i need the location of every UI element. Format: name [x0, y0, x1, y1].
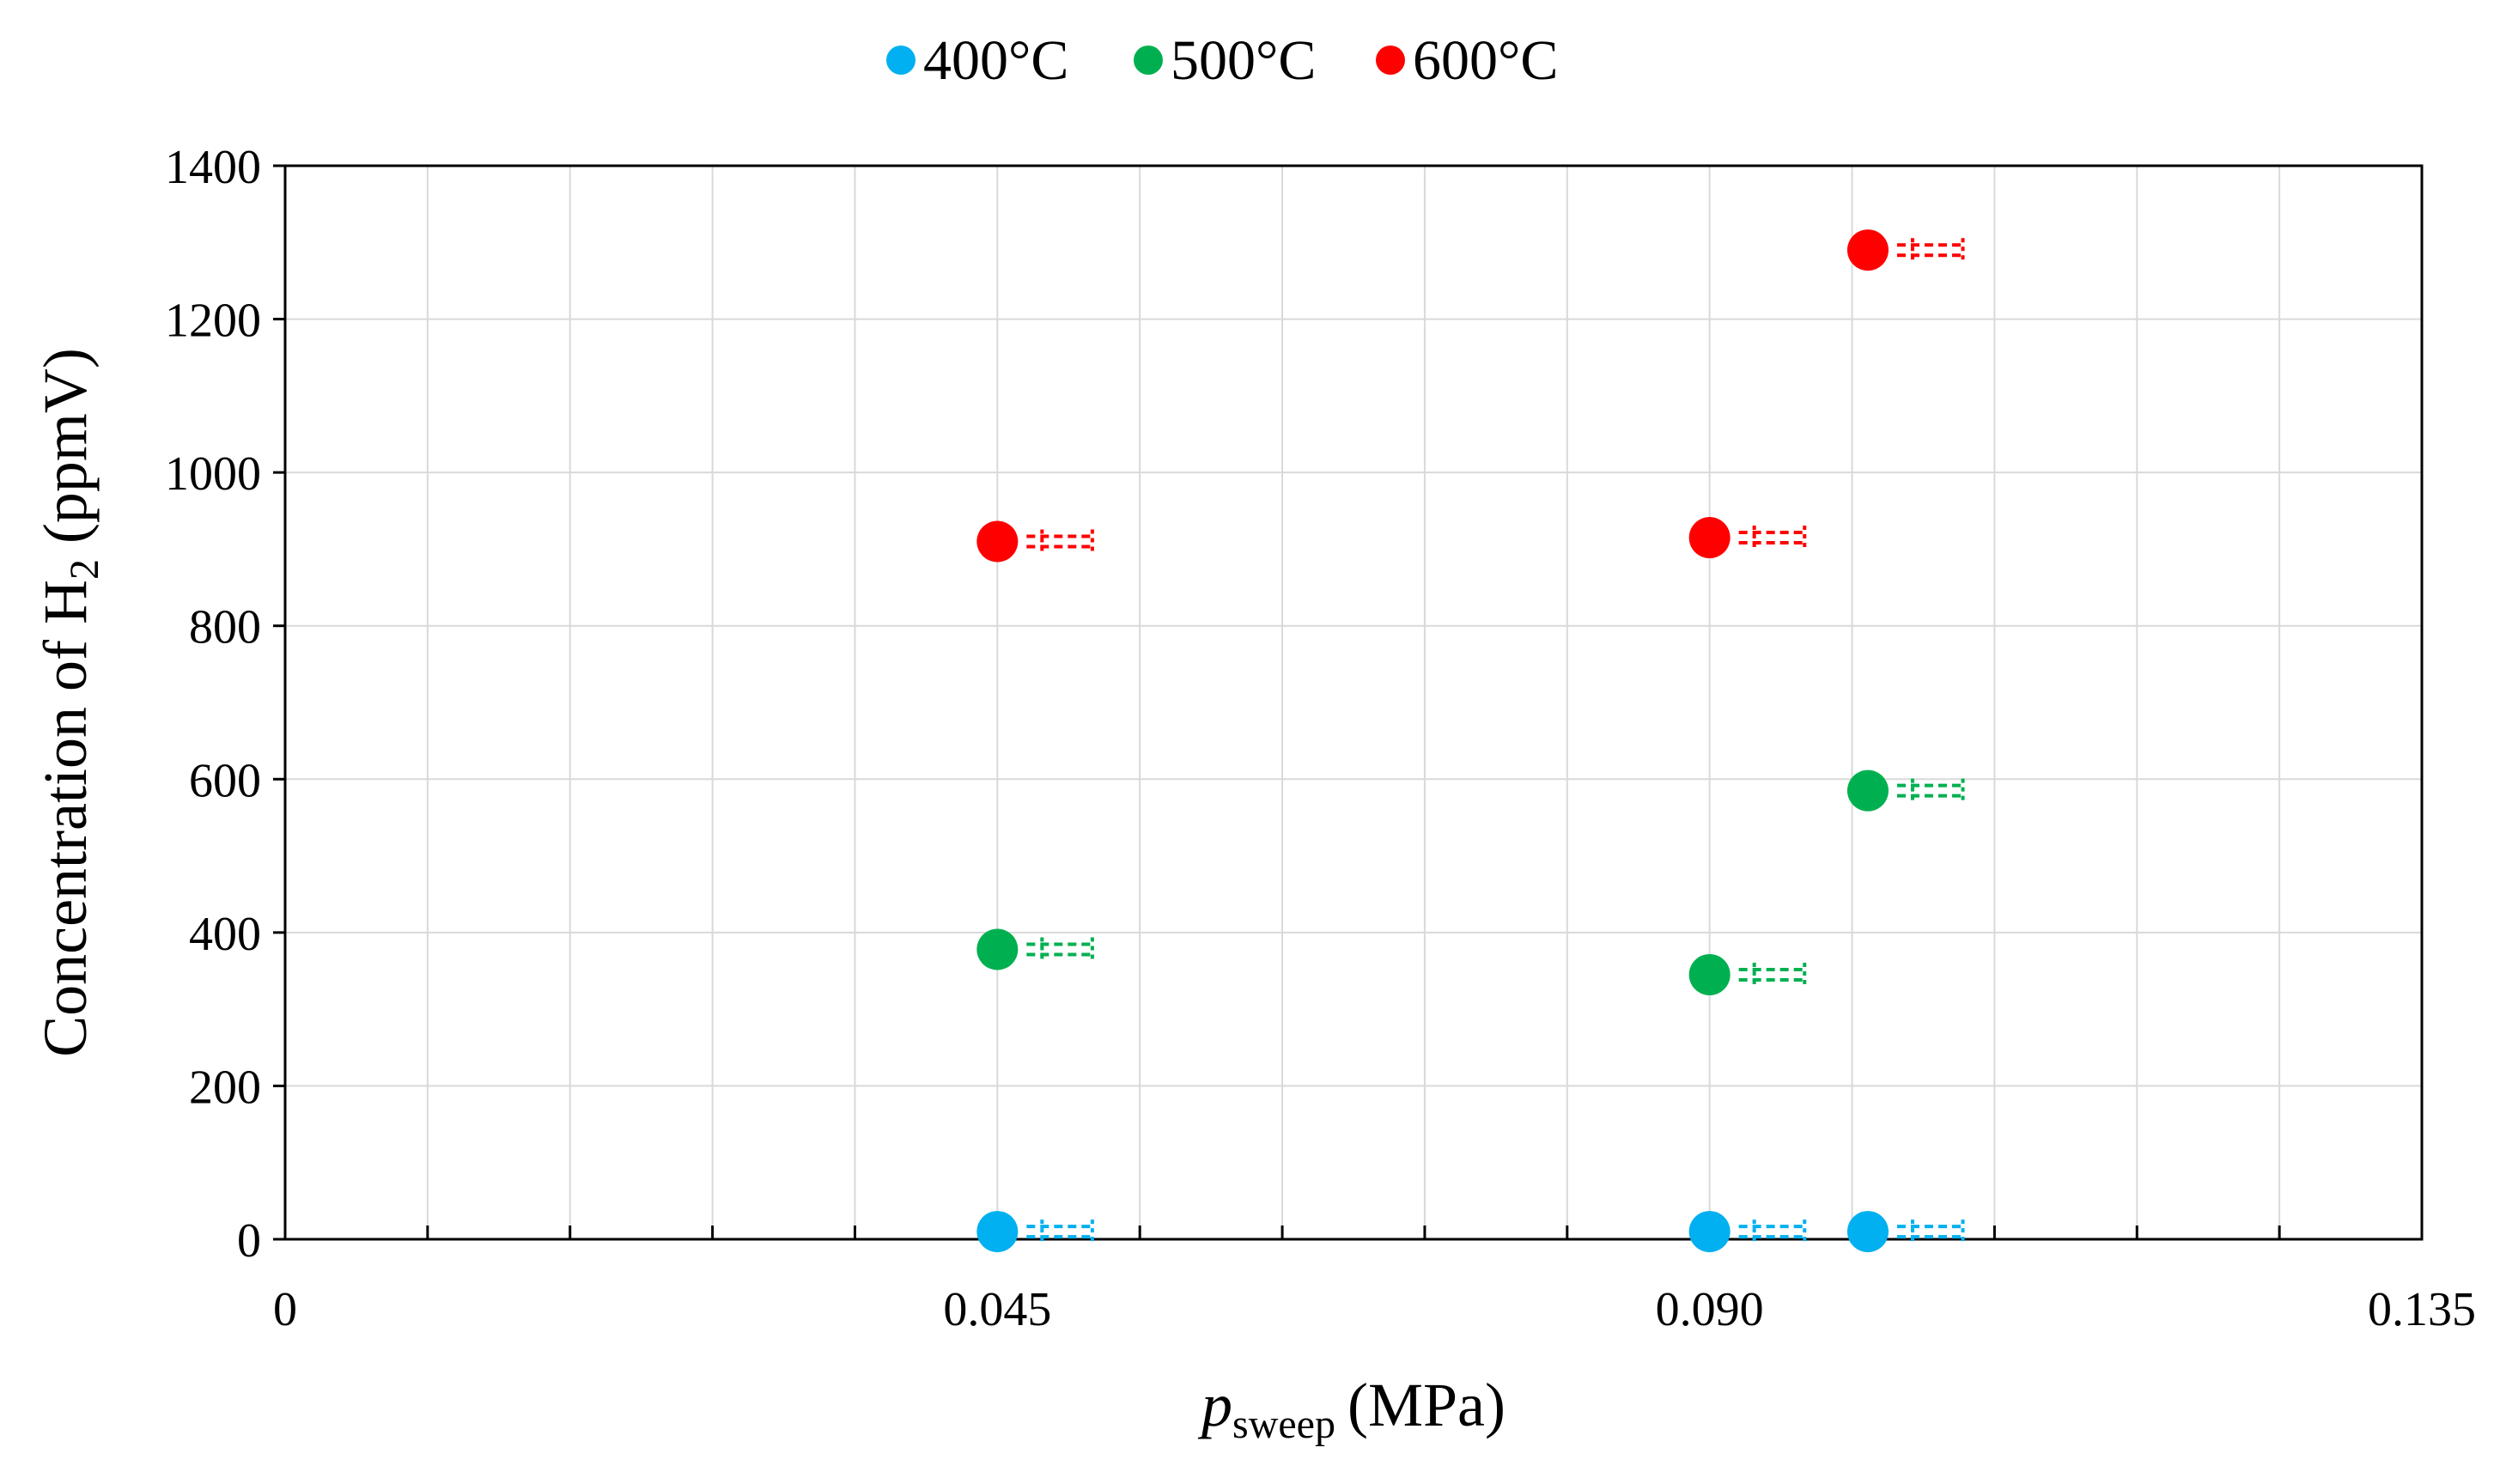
legend-label: 500°C	[1171, 29, 1316, 92]
x-axis-label-symbol: p	[1197, 1371, 1232, 1439]
legend-item: 500°C	[1134, 29, 1316, 92]
legend-marker	[886, 46, 915, 75]
data-point	[1689, 1211, 1731, 1252]
data-point	[1847, 1211, 1889, 1252]
series-400°C	[976, 1211, 1962, 1252]
data-points	[976, 229, 1962, 1252]
data-point	[976, 1211, 1018, 1252]
legend-marker	[1376, 46, 1405, 75]
x-tick-label: 0.135	[2368, 1283, 2476, 1336]
data-point	[1689, 517, 1731, 558]
y-tick-label: 1200	[165, 295, 261, 348]
data-point	[1689, 954, 1731, 995]
data-point	[976, 929, 1018, 970]
data-point	[1847, 770, 1889, 812]
y-axis-label: Concentration of H2 (ppmV)	[31, 348, 107, 1057]
legend-label: 600°C	[1413, 29, 1558, 92]
legend-label: 400°C	[923, 29, 1068, 92]
y-tick-label: 0	[237, 1214, 261, 1268]
y-axis-label-suffix: (ppmV)	[31, 348, 100, 559]
x-tick-label: 0.090	[1656, 1283, 1764, 1336]
x-axis: 0 0.045 0.090 0.135	[273, 1226, 2476, 1336]
legend: 400°C 500°C 600°C	[886, 29, 1558, 92]
legend-marker	[1134, 46, 1163, 75]
legend-item: 600°C	[1376, 29, 1558, 92]
data-point	[976, 521, 1018, 563]
data-point	[1847, 229, 1889, 271]
x-axis-label-unit: (MPa)	[1347, 1371, 1506, 1439]
grid-lines	[285, 166, 2422, 1239]
y-tick-label: 1400	[165, 141, 261, 194]
y-tick-label: 800	[189, 601, 261, 654]
y-axis-label-subscript: 2	[62, 559, 107, 580]
y-tick-label: 1000	[165, 447, 261, 501]
x-axis-label: psweep (MPa)	[1197, 1371, 1506, 1447]
plot-area-frame	[285, 166, 2422, 1239]
series-500°C	[976, 770, 1962, 995]
y-tick-label: 200	[189, 1061, 261, 1114]
legend-item: 400°C	[886, 29, 1068, 92]
series-600°C	[976, 229, 1962, 562]
y-axis: 0 200 400 600 800 1000 1200 1400	[165, 141, 285, 1268]
x-axis-label-subscript: sweep	[1232, 1402, 1335, 1447]
y-tick-label: 600	[189, 754, 261, 807]
x-tick-label: 0	[273, 1283, 297, 1336]
chart: 0 0.045 0.090 0.135 0 200 400 600 800 1000 1200 14…	[0, 0, 2494, 1484]
y-tick-label: 400	[189, 908, 261, 961]
y-axis-label-prefix: Concentration of H	[31, 580, 100, 1057]
x-tick-label: 0.045	[943, 1283, 1051, 1336]
